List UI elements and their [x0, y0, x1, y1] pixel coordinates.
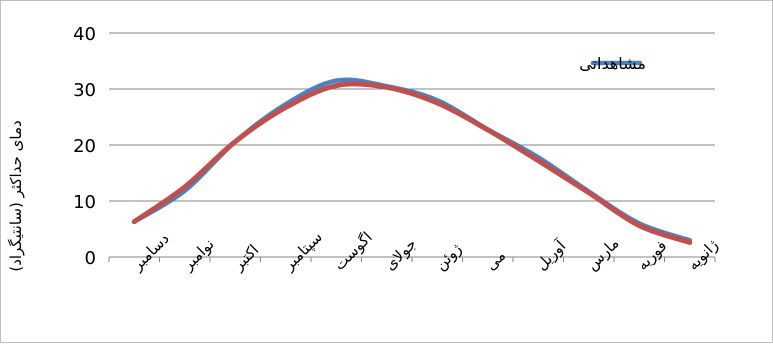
x-tick-label: جولای [381, 235, 420, 274]
x-tick-label: نوامبر [178, 235, 218, 275]
series-lines [131, 77, 693, 245]
x-tick-label: اکتبر [229, 241, 263, 275]
x-tick-labels: دسامبر نوامبر اکتبر سپتامبر اگوست جولای ژوئن می… [128, 228, 722, 275]
x-tick-label: می [482, 247, 509, 274]
x-tick-label: آوریل [532, 236, 569, 273]
series-line-2 [131, 81, 693, 245]
x-tick-label: مارس [583, 234, 623, 274]
x-tick-label: دسامبر [128, 230, 173, 275]
y-tick-label: 20 [73, 136, 96, 157]
y-tick-labels: 0 10 20 30 40 [73, 24, 96, 269]
gridlines [108, 32, 716, 262]
x-tick-label: اگوست [330, 228, 376, 274]
x-tick-label: فوریه [633, 237, 670, 274]
legend: مشاهداتی [579, 54, 646, 73]
y-tick-label: 0 [85, 248, 96, 269]
legend-label: مشاهداتی [579, 54, 646, 73]
y-tick-label: 10 [73, 192, 96, 213]
x-tick-label: ژوئن [431, 240, 465, 274]
y-axis-title: دمای حداکثر (سانتیگراد) [7, 120, 25, 271]
y-tick-label: 40 [73, 24, 96, 45]
x-tick-label: سپتامبر [279, 228, 326, 275]
y-tick-label: 30 [73, 80, 96, 101]
